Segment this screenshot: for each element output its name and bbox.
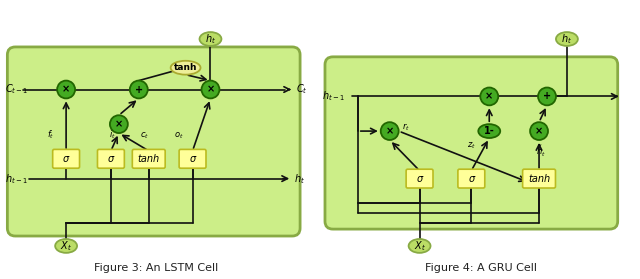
FancyBboxPatch shape: [132, 149, 165, 168]
Text: $X_t$: $X_t$: [60, 239, 72, 253]
FancyBboxPatch shape: [458, 169, 484, 188]
Text: ×: ×: [207, 85, 214, 95]
Text: $h_{t-1}$: $h_{t-1}$: [5, 172, 28, 186]
Text: ×: ×: [115, 119, 123, 129]
FancyBboxPatch shape: [325, 57, 618, 229]
Text: 1-: 1-: [484, 126, 495, 136]
Text: Figure 3: An LSTM Cell: Figure 3: An LSTM Cell: [93, 263, 218, 273]
FancyBboxPatch shape: [8, 47, 300, 236]
Text: $r_t$: $r_t$: [402, 121, 410, 133]
Ellipse shape: [478, 124, 500, 138]
Circle shape: [538, 88, 556, 105]
Text: $h_{t-1}$: $h_{t-1}$: [322, 90, 345, 103]
Ellipse shape: [556, 32, 578, 46]
Text: $z_t$: $z_t$: [467, 140, 476, 151]
Text: tanh: tanh: [174, 63, 197, 72]
Text: σ: σ: [189, 154, 196, 164]
Ellipse shape: [171, 61, 200, 75]
Text: ×: ×: [485, 92, 493, 102]
Ellipse shape: [200, 32, 221, 46]
Ellipse shape: [55, 239, 77, 253]
Text: $h_t$: $h_t$: [294, 172, 305, 186]
Circle shape: [130, 81, 148, 98]
Text: σ: σ: [108, 154, 114, 164]
Circle shape: [381, 122, 399, 140]
Circle shape: [530, 122, 548, 140]
Text: $C_t$: $C_t$: [296, 83, 308, 97]
Text: Figure 4: A GRU Cell: Figure 4: A GRU Cell: [426, 263, 538, 273]
Text: σ: σ: [417, 174, 422, 184]
Text: σ: σ: [468, 174, 474, 184]
FancyBboxPatch shape: [406, 169, 433, 188]
Text: $c_t$: $c_t$: [140, 131, 149, 141]
FancyBboxPatch shape: [179, 149, 206, 168]
Text: tanh: tanh: [528, 174, 550, 184]
Text: tanh: tanh: [138, 154, 160, 164]
Text: $i_t$: $i_t$: [109, 129, 116, 141]
Text: $\tilde{h}_t$: $\tilde{h}_t$: [536, 144, 546, 159]
Text: ×: ×: [535, 126, 543, 136]
FancyBboxPatch shape: [97, 149, 124, 168]
Text: ×: ×: [62, 85, 70, 95]
Text: $C_{t-1}$: $C_{t-1}$: [5, 83, 29, 97]
Text: $X_t$: $X_t$: [413, 239, 426, 253]
FancyBboxPatch shape: [52, 149, 79, 168]
Text: $o_t$: $o_t$: [174, 131, 184, 141]
Text: σ: σ: [63, 154, 69, 164]
FancyBboxPatch shape: [523, 169, 556, 188]
Circle shape: [57, 81, 75, 98]
Text: $f_t$: $f_t$: [47, 129, 55, 141]
Text: $h_t$: $h_t$: [205, 32, 216, 46]
Text: $h_t$: $h_t$: [561, 32, 572, 46]
Circle shape: [202, 81, 220, 98]
Text: +: +: [135, 85, 143, 95]
Text: +: +: [543, 92, 551, 102]
Ellipse shape: [408, 239, 431, 253]
Text: ×: ×: [386, 126, 394, 136]
Circle shape: [110, 115, 128, 133]
Circle shape: [480, 88, 498, 105]
